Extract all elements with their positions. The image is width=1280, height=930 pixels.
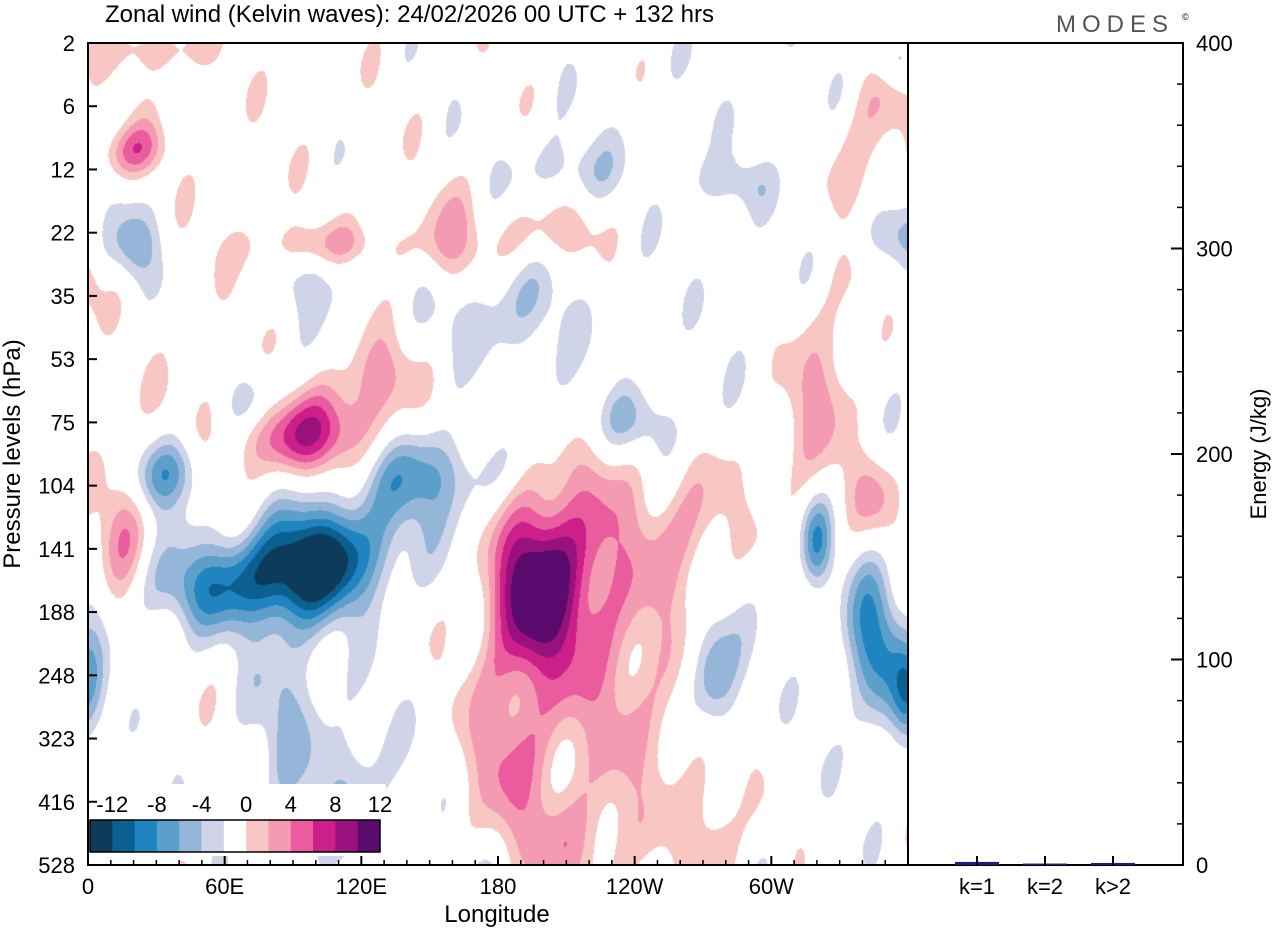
y-tick-label: 53 [51,347,75,372]
colorbar-swatch [112,820,136,852]
colorbar-swatch [335,820,359,852]
colorbar-swatch [290,820,314,852]
x-axis: 0 60E 120E 180 120W 60W [82,856,886,899]
colorbar-tick-label: 12 [368,792,392,817]
colorbar-tick-label: 4 [285,792,297,817]
heatmap-plot: -12 -8 -4 0 4 8 12 0 60E 120E 180 120W 60W 2 6 12 22 35… [0,31,909,928]
colorbar-tick-label: -4 [192,792,212,817]
x-tick-label: 0 [82,874,94,899]
x-tick-label: 60W [749,874,794,899]
y-tick-label: 104 [38,474,75,499]
y-tick-label: 323 [38,727,75,752]
y-tick-label: 528 [38,853,75,878]
y-tick-label: 75 [51,410,75,435]
colorbar-swatch [156,820,180,852]
y-tick-label: 35 [51,284,75,309]
energy-tick-label: 100 [1196,648,1233,673]
energy-bar-plot: k=1 k=2 k>2 0 100 200 300 400 Energy (J/kg) [907,31,1271,899]
energy-axis-label: Energy (J/kg) [1246,389,1271,520]
energy-tick-label: 400 [1196,31,1233,56]
y-tick-label: 12 [51,157,75,182]
y-tick-label: 188 [38,600,75,625]
colorbar-swatch [313,820,336,852]
x-tick-label: 120W [606,874,664,899]
x-tick-label: 60E [205,874,244,899]
modes-logo: MODES [1056,11,1174,38]
energy-category-label: k=2 [1027,874,1063,899]
colorbar-swatch [357,820,381,852]
y-axis-label: Pressure levels (hPa) [0,339,26,568]
x-tick-label: 180 [480,874,517,899]
colorbar-tick-label: -8 [147,792,167,817]
y-tick-label: 2 [63,31,75,56]
energy-tick-label: 0 [1196,853,1208,878]
colorbar: -12 -8 -4 0 4 8 12 [86,784,392,856]
y-tick-label: 22 [51,221,75,246]
x-axis-label: Longitude [444,901,549,928]
colorbar-swatch [246,820,269,852]
energy-frame [907,42,1184,866]
energy-category-label: k=1 [959,874,995,899]
chart-title: Zonal wind (Kelvin waves): 24/02/2026 00… [105,1,714,28]
colorbar-swatch [90,820,113,852]
energy-category-label: k>2 [1095,874,1131,899]
y-tick-label: 6 [63,94,75,119]
colorbar-tick-label: -12 [96,792,128,817]
colorbar-swatch [134,820,158,852]
x-tick-label: 120E [336,874,387,899]
energy-bars: k=1 k=2 k>2 [955,856,1135,899]
energy-tick-label: 200 [1196,442,1233,467]
energy-tick-label: 300 [1196,237,1233,262]
colorbar-swatch [268,820,292,852]
colorbar-swatch [201,820,225,852]
colorbar-swatch [223,820,247,852]
colorbar-frame [89,819,381,853]
y-axis: 2 6 12 22 35 53 75 104 141 188 248 323 416 528 [38,31,97,878]
y-tick-label: 248 [38,663,75,688]
colorbar-tick-label: 0 [240,792,252,817]
energy-y-axis: 0 100 200 300 400 [1171,31,1233,878]
y-tick-label: 141 [38,537,75,562]
y-tick-label: 416 [38,790,75,815]
logo-mark: © [1182,12,1189,22]
wind-field-contours [88,43,908,865]
colorbar-swatch [179,820,203,852]
colorbar-tick-label: 8 [329,792,341,817]
